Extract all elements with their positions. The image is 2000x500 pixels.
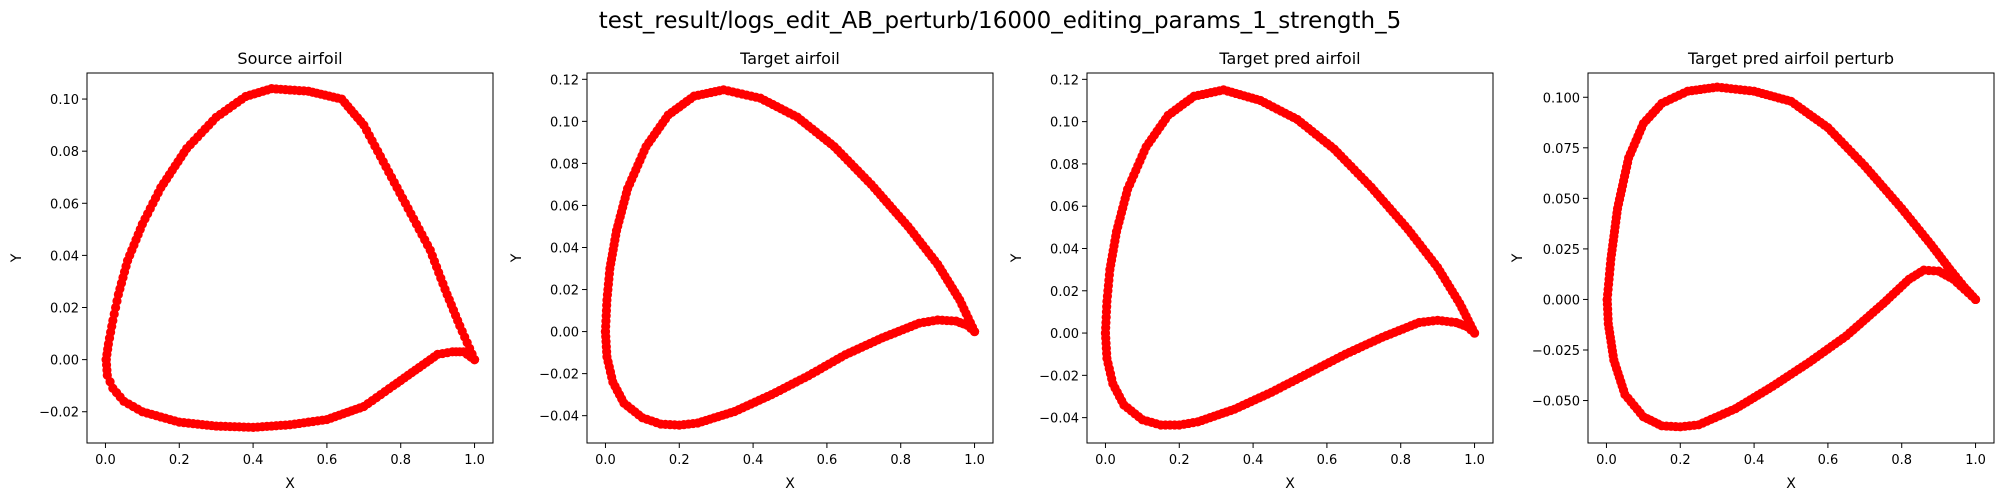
y-tick-label: 0.12 xyxy=(550,73,579,88)
x-tick-label: 0.2 xyxy=(169,453,190,468)
x-tick-label: 1.0 xyxy=(964,453,985,468)
x-tick-label: 0.2 xyxy=(1169,453,1190,468)
y-tick-label: −0.02 xyxy=(39,406,79,421)
plot-frame xyxy=(586,72,994,444)
x-tick-label: 0.6 xyxy=(1818,453,1839,468)
plot-frame xyxy=(1587,72,1995,444)
plot-frame xyxy=(86,72,494,444)
x-tick-label: 1.0 xyxy=(464,453,485,468)
y-axis-label: Y xyxy=(1510,253,1526,263)
y-tick-label: 0.10 xyxy=(550,115,579,130)
x-tick-label: 0.2 xyxy=(1670,453,1691,468)
x-tick-label: 0.8 xyxy=(1891,453,1912,468)
chart-title: Source airfoil xyxy=(237,49,342,68)
y-tick-label: 0.12 xyxy=(1050,73,1079,88)
chart-panel-2: Target airfoil X Y 0.0 0.2 0.4 0.6 0.8 1.0 −0.04 −… xyxy=(509,49,994,492)
x-tick-label: 0.4 xyxy=(743,453,764,468)
x-tick-label: 0.0 xyxy=(1596,453,1617,468)
y-tick-label: −0.04 xyxy=(1039,412,1079,427)
data-point xyxy=(969,326,980,337)
x-axis-label: X xyxy=(285,476,295,492)
x-tick-label: 0.8 xyxy=(890,453,911,468)
y-tick-label: 0.02 xyxy=(550,284,579,299)
y-tick-label: 0.06 xyxy=(1050,200,1079,215)
y-tick-label: 0.02 xyxy=(50,302,79,317)
airfoil-points xyxy=(600,85,980,430)
x-tick-label: 0.0 xyxy=(1095,453,1116,468)
y-tick-label: 0.050 xyxy=(1543,192,1580,207)
x-tick-label: 0.6 xyxy=(817,453,838,468)
y-axis-label: Y xyxy=(509,253,525,263)
airfoil-points xyxy=(101,84,480,432)
x-tick-label: 0.4 xyxy=(1744,453,1765,468)
y-tick-label: −0.025 xyxy=(1532,344,1580,359)
x-axis-label: X xyxy=(1786,476,1796,492)
x-axis-label: X xyxy=(785,476,795,492)
y-tick-label: −0.02 xyxy=(1039,369,1079,384)
x-tick-label: 0.2 xyxy=(669,453,690,468)
y-tick-label: 0.04 xyxy=(50,249,79,264)
y-tick-label: −0.02 xyxy=(539,368,579,383)
y-tick-label: 0.075 xyxy=(1543,142,1580,157)
y-tick-label: −0.050 xyxy=(1532,395,1580,410)
y-tick-label: 0.06 xyxy=(550,199,579,214)
chart-title: Target pred airfoil perturb xyxy=(1687,49,1894,68)
y-tick-label: 0.00 xyxy=(50,354,79,369)
chart-title: Target airfoil xyxy=(739,49,840,68)
x-tick-label: 0.8 xyxy=(1390,453,1411,468)
data-point xyxy=(1469,328,1480,338)
y-tick-label: −0.04 xyxy=(539,410,579,425)
y-tick-label: 0.04 xyxy=(1050,242,1079,257)
x-tick-label: 0.4 xyxy=(243,453,264,468)
x-tick-label: 0.6 xyxy=(317,453,338,468)
data-point xyxy=(1970,294,1981,305)
airfoil-points xyxy=(1100,85,1480,430)
x-tick-label: 0.4 xyxy=(1243,453,1264,468)
chart-panel-1: Source airfoil X Y 0.0 0.2 0.4 0.6 0.8 1.0 −0.02 0… xyxy=(9,49,494,492)
y-tick-label: 0.08 xyxy=(550,157,579,172)
y-tick-label: 0.00 xyxy=(550,326,579,341)
y-tick-label: 0.02 xyxy=(1050,285,1079,300)
x-tick-label: 0.0 xyxy=(95,453,116,468)
x-axis-label: X xyxy=(1285,476,1295,492)
y-tick-label: 0.06 xyxy=(50,197,79,212)
plot-frame xyxy=(1086,72,1494,444)
y-tick-label: 0.08 xyxy=(1050,158,1079,173)
chart-title: Target pred airfoil xyxy=(1218,49,1360,68)
x-tick-label: 1.0 xyxy=(1464,453,1485,468)
chart-panel-3: Target pred airfoil X Y 0.0 0.2 0.4 0.6 0.8 1.0 −… xyxy=(1009,49,1494,492)
airfoil-points xyxy=(1602,82,1981,432)
y-tick-label: 0.10 xyxy=(50,93,79,108)
x-tick-label: 0.8 xyxy=(390,453,411,468)
x-tick-label: 0.6 xyxy=(1317,453,1338,468)
chart-panel-4: Target pred airfoil perturb X Y 0.0 0.2 0.4 0.… xyxy=(1510,49,1995,492)
data-point xyxy=(469,355,480,365)
y-tick-label: 0.000 xyxy=(1543,293,1580,308)
y-axis-label: Y xyxy=(1009,253,1025,263)
x-tick-label: 1.0 xyxy=(1965,453,1986,468)
y-axis-label: Y xyxy=(9,253,25,263)
y-tick-label: 0.00 xyxy=(1050,327,1079,342)
figure-title: test_result/logs_edit_AB_perturb/16000_e… xyxy=(598,8,1402,34)
y-tick-label: 0.10 xyxy=(1050,116,1079,131)
x-tick-label: 0.0 xyxy=(595,453,616,468)
y-tick-label: 0.08 xyxy=(50,145,79,160)
y-tick-label: 0.100 xyxy=(1543,91,1580,106)
y-tick-label: 0.025 xyxy=(1543,243,1580,258)
y-tick-label: 0.04 xyxy=(550,241,579,256)
